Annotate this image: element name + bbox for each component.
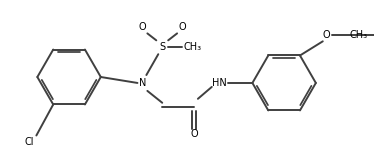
- Text: O: O: [178, 22, 186, 32]
- Text: Cl: Cl: [25, 137, 34, 147]
- Text: N: N: [139, 78, 146, 88]
- Text: O: O: [323, 30, 331, 40]
- Text: O: O: [190, 129, 198, 140]
- Text: HN: HN: [212, 78, 227, 88]
- Text: S: S: [159, 42, 165, 52]
- Text: CH₃: CH₃: [349, 30, 367, 40]
- Text: CH₃: CH₃: [183, 42, 201, 52]
- Text: O: O: [139, 22, 146, 32]
